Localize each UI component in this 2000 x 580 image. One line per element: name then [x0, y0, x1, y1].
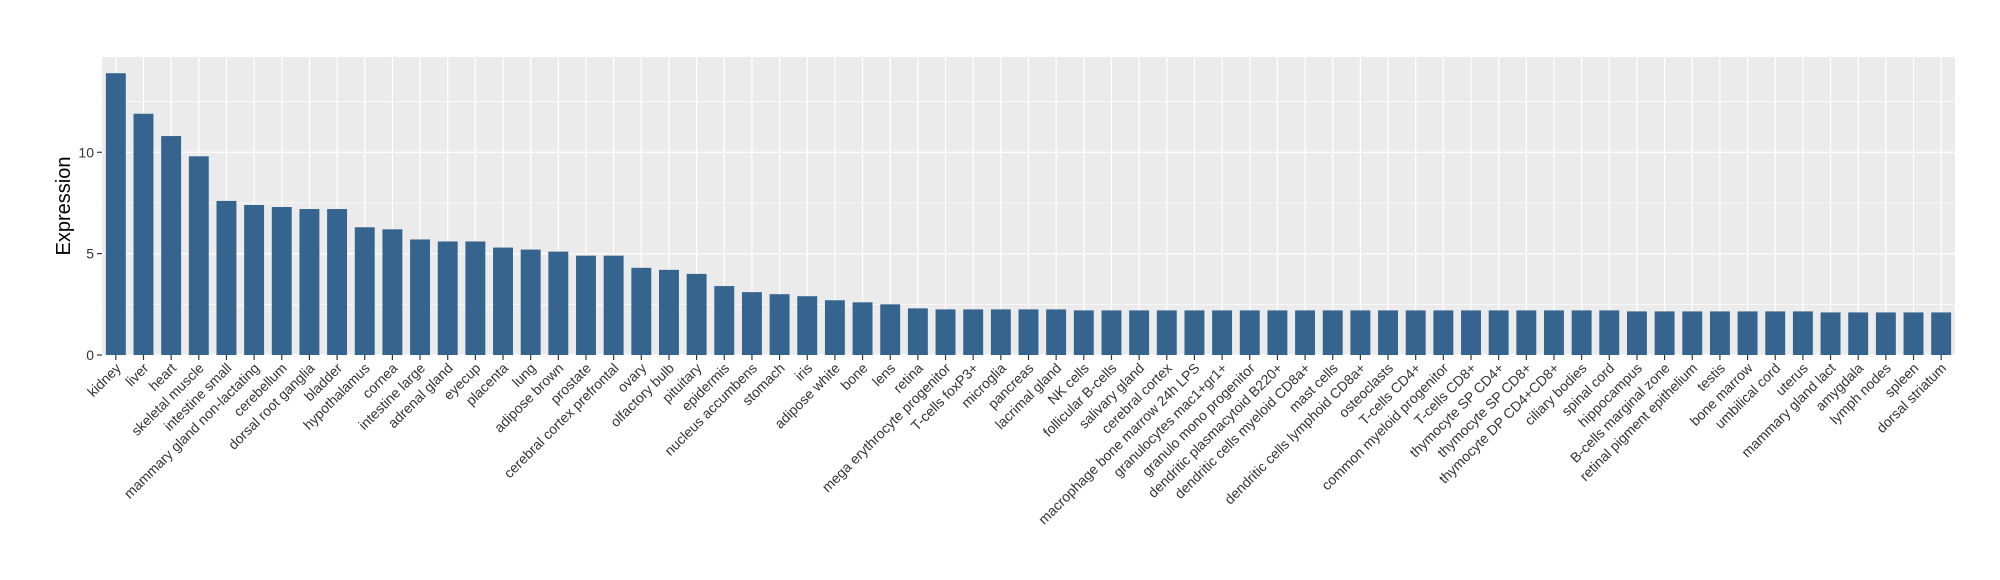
- bar: [576, 255, 596, 355]
- bar: [1599, 310, 1620, 355]
- bar: [714, 286, 735, 355]
- bar: [1378, 310, 1398, 355]
- bar: [880, 304, 901, 355]
- y-tick-label: 10: [78, 144, 94, 160]
- bar: [631, 267, 652, 355]
- bar: [493, 247, 513, 355]
- bar: [1212, 310, 1233, 355]
- bar: [1101, 310, 1122, 355]
- bar: [1544, 310, 1564, 355]
- bar: [1073, 310, 1094, 355]
- bar: [1571, 310, 1592, 355]
- bar: [990, 309, 1011, 355]
- bar: [1792, 311, 1813, 355]
- bar: [299, 209, 320, 355]
- bar: [1709, 311, 1730, 355]
- x-tick-label: bone: [837, 360, 870, 393]
- bar: [382, 229, 403, 355]
- bar: [1875, 312, 1896, 355]
- bar: [1405, 310, 1426, 355]
- bar: [271, 207, 292, 355]
- bar: [1931, 312, 1952, 355]
- bar: [1267, 310, 1288, 355]
- bar: [1295, 310, 1316, 355]
- bar: [603, 255, 624, 355]
- bar: [354, 227, 375, 355]
- bar: [797, 296, 818, 355]
- bar: [410, 239, 431, 355]
- bar: [1682, 311, 1703, 355]
- bar: [1018, 309, 1039, 355]
- bar: [686, 273, 707, 355]
- bar: [520, 249, 541, 355]
- bar: [769, 294, 790, 355]
- bar: [437, 241, 458, 355]
- bar: [1488, 310, 1509, 355]
- bar: [935, 309, 956, 355]
- bar: [1046, 309, 1067, 355]
- bar: [1626, 311, 1647, 355]
- bar: [1239, 310, 1260, 355]
- bar: [1433, 310, 1454, 355]
- bar: [216, 200, 237, 355]
- bar: [1322, 310, 1343, 355]
- bar: [161, 136, 182, 355]
- bars: [105, 73, 1952, 356]
- bar: [1129, 310, 1150, 355]
- bar: [1654, 311, 1675, 355]
- bar: [133, 113, 154, 355]
- bar: [1516, 310, 1537, 355]
- bar: [327, 209, 348, 355]
- y-axis-title: Expression: [53, 157, 75, 256]
- bar: [741, 292, 762, 355]
- bar: [244, 204, 265, 355]
- y-tick-label: 5: [86, 246, 94, 262]
- bar: [188, 156, 209, 355]
- bar: [1765, 311, 1786, 355]
- bar: [1820, 312, 1841, 355]
- bar: [659, 269, 679, 355]
- bar: [1848, 312, 1869, 355]
- bar: [852, 302, 873, 355]
- bar: [824, 300, 845, 355]
- bar: [1350, 310, 1371, 355]
- bar: [907, 308, 928, 355]
- bar: [1903, 312, 1924, 355]
- bar: [1737, 311, 1758, 355]
- bar: [963, 309, 984, 355]
- y-tick-label: 0: [86, 347, 94, 363]
- bar: [1184, 310, 1205, 355]
- y-axis: 0 5 10: [78, 144, 102, 363]
- x-tick-label: kidney: [84, 360, 124, 400]
- bar: [105, 73, 126, 356]
- bar: [548, 251, 569, 355]
- bar: [1461, 310, 1481, 355]
- bar: [1156, 310, 1177, 355]
- bar: [465, 241, 486, 355]
